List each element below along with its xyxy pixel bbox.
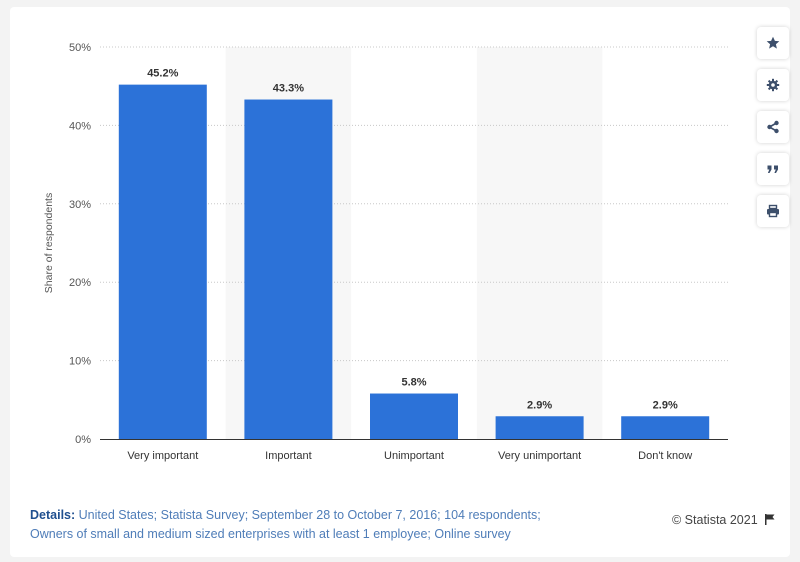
bar-value-label: 2.9% <box>527 399 552 411</box>
share-button[interactable] <box>757 111 789 143</box>
y-tick-label: 0% <box>75 434 91 446</box>
details-line-1: Details: United States; Statista Survey;… <box>30 506 590 525</box>
y-tick-label: 20% <box>69 277 91 289</box>
bar-chart: 0% 10% 20% 30% 40% 50% Share of respondents 45.… <box>43 42 728 462</box>
y-tick-label: 40% <box>69 120 91 132</box>
quote-icon <box>767 165 778 173</box>
y-tick-label: 50% <box>69 42 91 54</box>
statista-credit[interactable]: © Statista 2021 <box>672 513 775 527</box>
star-icon <box>766 36 780 49</box>
x-tick-label: Unimportant <box>384 450 444 462</box>
favorite-button[interactable] <box>757 27 789 59</box>
bar <box>621 416 710 439</box>
column-band <box>476 47 603 439</box>
bar <box>244 99 333 439</box>
bar <box>118 84 207 439</box>
chart-footer: Details: United States; Statista Survey;… <box>30 506 590 544</box>
details-label: Details: <box>30 508 76 522</box>
details-text-2: Owners of small and medium sized enterpr… <box>30 527 511 541</box>
cite-button[interactable] <box>757 153 789 185</box>
bar-value-label: 5.8% <box>401 377 426 389</box>
x-tick-label: Very unimportant <box>498 450 581 462</box>
y-tick-label: 30% <box>69 199 91 211</box>
bar <box>495 416 584 439</box>
bar <box>370 393 458 439</box>
x-tick-label: Very important <box>127 450 198 462</box>
chart-toolbar <box>757 27 789 237</box>
chart-card: 0% 10% 20% 30% 40% 50% Share of respondents 45.… <box>10 7 790 557</box>
print-icon <box>767 204 779 218</box>
bar-value-label: 43.3% <box>273 83 304 95</box>
bar-value-label: 45.2% <box>147 68 178 80</box>
y-tick-label: 10% <box>69 356 91 368</box>
bar-value-label: 2.9% <box>653 399 678 411</box>
flag-icon <box>765 514 775 525</box>
print-button[interactable] <box>757 195 789 227</box>
details-text-1: United States; Statista Survey; Septembe… <box>78 508 541 522</box>
settings-button[interactable] <box>757 69 789 101</box>
x-tick-label: Don't know <box>638 450 692 462</box>
gear-icon <box>766 78 780 92</box>
share-icon <box>767 120 779 134</box>
y-axis-title: Share of respondents <box>43 193 55 293</box>
credit-text: © Statista 2021 <box>672 513 758 527</box>
x-tick-label: Important <box>265 450 311 462</box>
